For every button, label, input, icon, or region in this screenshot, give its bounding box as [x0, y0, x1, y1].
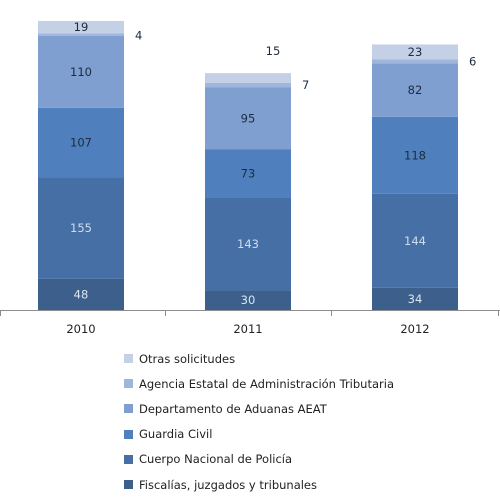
legend-item: Cuerpo Nacional de Policía	[124, 447, 494, 472]
bar-2012-series-0	[372, 287, 458, 310]
data-label-2010-series-3: 110	[70, 65, 92, 79]
legend-item: Fiscalías, juzgados y tribunales	[124, 472, 494, 497]
bar-2012-series-5	[372, 44, 458, 60]
bar-2011-series-5	[205, 73, 291, 83]
data-label-2011-series-4: 7	[302, 78, 309, 92]
legend-swatch	[124, 379, 133, 389]
x-tick-label-2010: 2010	[66, 322, 95, 336]
bar-2010-series-2	[38, 107, 124, 178]
legend-label: Cuerpo Nacional de Policía	[139, 452, 293, 467]
bar-2010-series-5	[38, 20, 124, 34]
bar-2012-series-4	[372, 59, 458, 64]
data-label-2012-series-2: 118	[404, 148, 426, 162]
bar-2011-series-0	[205, 290, 291, 310]
bar-2011-series-1	[205, 197, 291, 291]
data-label-2010-series-4: 4	[135, 28, 142, 42]
bar-2010-series-3	[38, 35, 124, 108]
legend-label: Agencia Estatal de Administración Tribut…	[139, 376, 394, 391]
legend-swatch	[124, 354, 133, 364]
stacked-bar-chart: 48 155 107 110 19 4 2010 30 143 73 95 15 7 2011 34 144 1…	[0, 20, 500, 336]
x-tick-label-2012: 2012	[400, 322, 429, 336]
legend: Otras solicitudes Agencia Estatal de Admi…	[124, 346, 494, 497]
data-label-2010-series-1: 155	[70, 221, 92, 235]
legend-label: Guardia Civil	[139, 427, 213, 442]
legend-item: Agencia Estatal de Administración Tribut…	[124, 371, 494, 396]
data-label-2011-series-3: 95	[241, 111, 256, 125]
legend-label: Otras solicitudes	[139, 351, 236, 366]
legend-item: Otras solicitudes	[124, 346, 494, 371]
data-label-2012-series-5: 23	[408, 45, 423, 59]
data-label-2012-series-0: 34	[408, 292, 423, 306]
data-label-2010-series-0: 48	[74, 287, 89, 301]
data-label-2011-series-0: 30	[241, 293, 256, 307]
legend-label: Departamento de Aduanas AEAT	[139, 401, 327, 416]
legend-swatch	[124, 454, 133, 464]
data-label-2011-series-1: 143	[237, 237, 259, 251]
data-label-2012-series-4: 6	[469, 54, 476, 68]
bar-2010-series-1	[38, 177, 124, 279]
data-label-2010-series-5: 19	[74, 20, 89, 34]
bar-2012-series-3	[372, 63, 458, 117]
data-label-2011-series-5: 15	[266, 44, 281, 58]
bar-2011-series-2	[205, 149, 291, 198]
bar-2011-series-4	[205, 82, 291, 88]
x-tick-label-2011: 2011	[233, 322, 262, 336]
legend-item: Departamento de Aduanas AEAT	[124, 396, 494, 421]
legend-swatch	[124, 429, 133, 439]
bar-2012-series-2	[372, 116, 458, 194]
bar-2012-series-1	[372, 193, 458, 288]
bar-2010-series-0	[38, 278, 124, 310]
data-label-2012-series-1: 144	[404, 234, 426, 248]
legend-swatch	[124, 480, 133, 490]
data-label-2010-series-2: 107	[70, 136, 92, 150]
bar-2011-series-3	[205, 87, 291, 150]
bar-2010-series-4	[38, 33, 124, 36]
legend-item: Guardia Civil	[124, 422, 494, 447]
legend-label: Fiscalías, juzgados y tribunales	[139, 477, 318, 492]
data-label-2011-series-2: 73	[241, 166, 256, 180]
legend-swatch	[124, 404, 133, 414]
data-label-2012-series-3: 82	[408, 83, 423, 97]
